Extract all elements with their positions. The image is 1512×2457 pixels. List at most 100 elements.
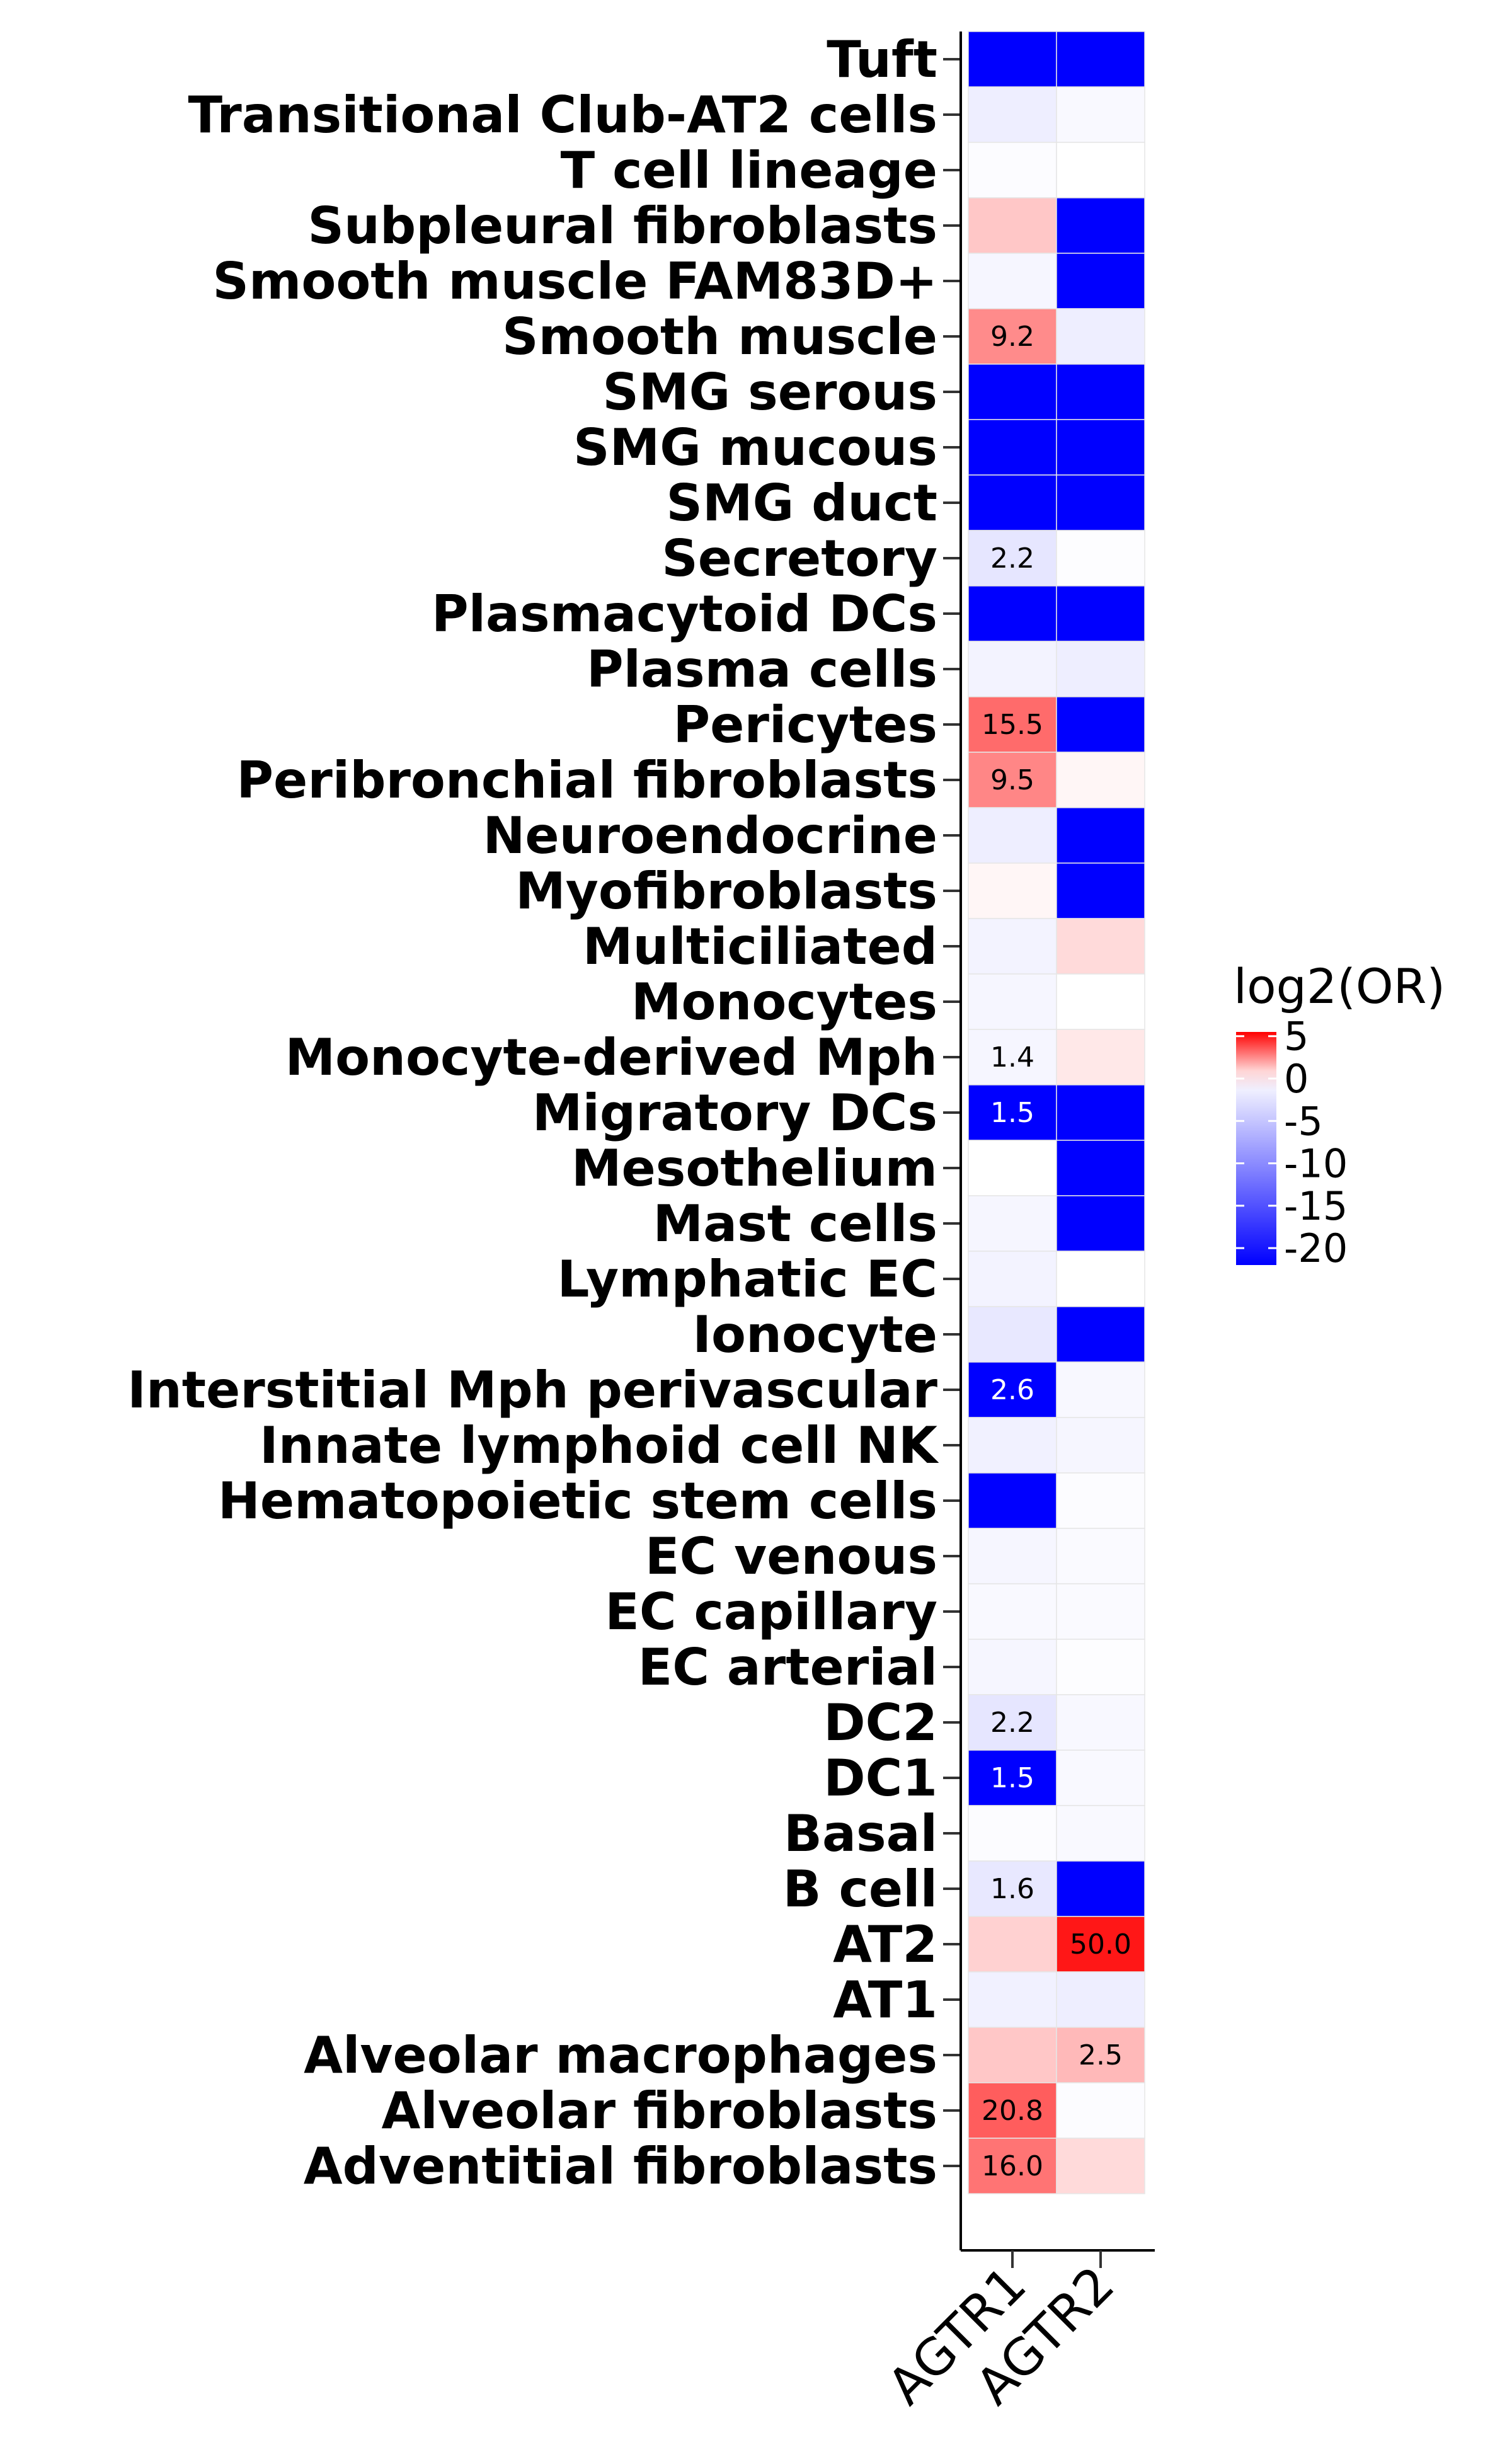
- heatmap-cell: [1056, 696, 1145, 753]
- heatmap-cell: [1056, 918, 1145, 975]
- heatmap-cell: [1056, 1583, 1145, 1640]
- cell-annotation: 1.5: [990, 1097, 1034, 1129]
- heatmap-cell: [968, 308, 1057, 365]
- row-label: Alveolar macrophages: [304, 2026, 937, 2085]
- heatmap-cell: [968, 474, 1057, 531]
- row-label: Lymphatic EC: [557, 1250, 937, 1309]
- row-label: Smooth muscle FAM83D+: [212, 252, 937, 311]
- row-label: Multiciliated: [583, 917, 937, 976]
- heatmap-cell: [968, 86, 1057, 143]
- heatmap-cell: [1056, 1916, 1145, 1973]
- heatmap-cell: [968, 419, 1057, 476]
- heatmap-cell: [968, 142, 1057, 198]
- legend-tick-label: -10: [1284, 1141, 1348, 1187]
- heatmap-cell: [1056, 1029, 1145, 1085]
- cell-annotation: 1.6: [990, 1873, 1034, 1905]
- heatmap-cell: [968, 1084, 1057, 1141]
- row-label: Tuft: [827, 30, 937, 89]
- heatmap-cell: [1056, 2138, 1145, 2194]
- heatmap-cell: [968, 1306, 1057, 1363]
- row-label: Mesothelium: [571, 1139, 937, 1198]
- heatmap-cell: [1056, 530, 1145, 587]
- heatmap-cell: [1056, 86, 1145, 143]
- heatmap-cell: [968, 1971, 1057, 2028]
- heatmap-cell: [1056, 2082, 1145, 2139]
- cell-annotation: 50.0: [1070, 1928, 1131, 1961]
- row-label: Monocytes: [631, 973, 937, 1031]
- row-label: SMG mucous: [573, 418, 937, 477]
- heatmap-cell: [968, 696, 1057, 753]
- heatmap-cell: [968, 918, 1057, 975]
- legend-tick-label: -20: [1284, 1225, 1348, 1271]
- row-label: SMG duct: [666, 474, 937, 532]
- cell-annotation: 16.0: [982, 2150, 1043, 2182]
- heatmap-cell: [1056, 1361, 1145, 1418]
- row-label: DC2: [823, 1693, 937, 1752]
- heatmap-cell: [1056, 585, 1145, 642]
- row-label: Plasma cells: [587, 640, 937, 699]
- heatmap-cell: [968, 1417, 1057, 1474]
- legend-tick-label: -5: [1284, 1098, 1323, 1144]
- heatmap-cell: [1056, 1306, 1145, 1363]
- row-label: SMG serous: [602, 363, 937, 421]
- row-label: Mast cells: [653, 1194, 937, 1253]
- heatmap-cell: [968, 1528, 1057, 1584]
- cell-annotation: 2.2: [990, 1707, 1034, 1739]
- heatmap-cell: [1056, 197, 1145, 254]
- heatmap-cell: [1056, 253, 1145, 309]
- heatmap-cell: [968, 197, 1057, 254]
- heatmap-cell: [968, 1583, 1057, 1640]
- cell-annotation: 20.8: [982, 2095, 1043, 2127]
- row-label: Adventitial fibroblasts: [304, 2137, 937, 2196]
- heatmap-cell: [968, 31, 1057, 88]
- row-label: Myofibroblasts: [515, 862, 937, 920]
- row-label: Pericytes: [673, 696, 937, 754]
- heatmap-cell: [1056, 807, 1145, 864]
- heatmap-cell: [1056, 308, 1145, 365]
- cell-annotation: 9.2: [990, 321, 1034, 353]
- row-label: AT2: [833, 1915, 937, 1974]
- heatmap-cell: [1056, 419, 1145, 476]
- row-label: Basal: [784, 1804, 937, 1863]
- heatmap-cell: [968, 1195, 1057, 1252]
- heatmap-cell: [1056, 2027, 1145, 2083]
- heatmap-cell: [1056, 1195, 1145, 1252]
- heatmap-cell: [1056, 1750, 1145, 1806]
- heatmap-cell: [968, 641, 1057, 697]
- heatmap-cell: [1056, 1639, 1145, 1695]
- heatmap-cell: [968, 862, 1057, 919]
- heatmap-cell: [1056, 973, 1145, 1030]
- legend-tick-label: 5: [1284, 1014, 1309, 1060]
- heatmap-cell: [1056, 1528, 1145, 1584]
- row-label: Secretory: [662, 529, 937, 588]
- heatmap-cell: [1056, 641, 1145, 697]
- cell-annotation: 1.5: [990, 1762, 1034, 1794]
- heatmap-cell: [968, 1140, 1057, 1196]
- heatmap-cell: [968, 1694, 1057, 1751]
- cell-annotation: 2.5: [1079, 2039, 1123, 2071]
- row-label: Plasmacytoid DCs: [432, 585, 937, 643]
- row-label: Interstitial Mph perivascular: [127, 1361, 937, 1419]
- heatmap-cell: [968, 973, 1057, 1030]
- row-label: B cell: [783, 1860, 937, 1918]
- heatmap-cell: [968, 1916, 1057, 1973]
- heatmap-cells: 9.2 2.2 15.5 9.5 1.4 1.5 2.6 2.2 1.5 1.6 50.0 2.5 20…: [968, 31, 1145, 2194]
- row-label: AT1: [833, 1971, 937, 2029]
- heatmap-cell: [968, 1472, 1057, 1529]
- legend-tick-label: 0: [1284, 1056, 1309, 1102]
- heatmap-cell: [1056, 1860, 1145, 1917]
- row-label: EC arterial: [638, 1638, 937, 1697]
- cell-annotation: 2.2: [990, 542, 1034, 575]
- heatmap-cell: [968, 1805, 1057, 1862]
- heatmap-cell: [1056, 142, 1145, 198]
- row-label: Ionocyte: [692, 1305, 937, 1364]
- heatmap-cell: [1056, 474, 1145, 531]
- legend-colorbar: [1236, 1032, 1276, 1265]
- heatmap-cell: [968, 1251, 1057, 1307]
- row-label: Alveolar fibroblasts: [381, 2082, 937, 2140]
- row-label: T cell lineage: [561, 141, 937, 200]
- row-label: Innate lymphoid cell NK: [260, 1416, 939, 1475]
- row-label: Migratory DCs: [532, 1084, 937, 1142]
